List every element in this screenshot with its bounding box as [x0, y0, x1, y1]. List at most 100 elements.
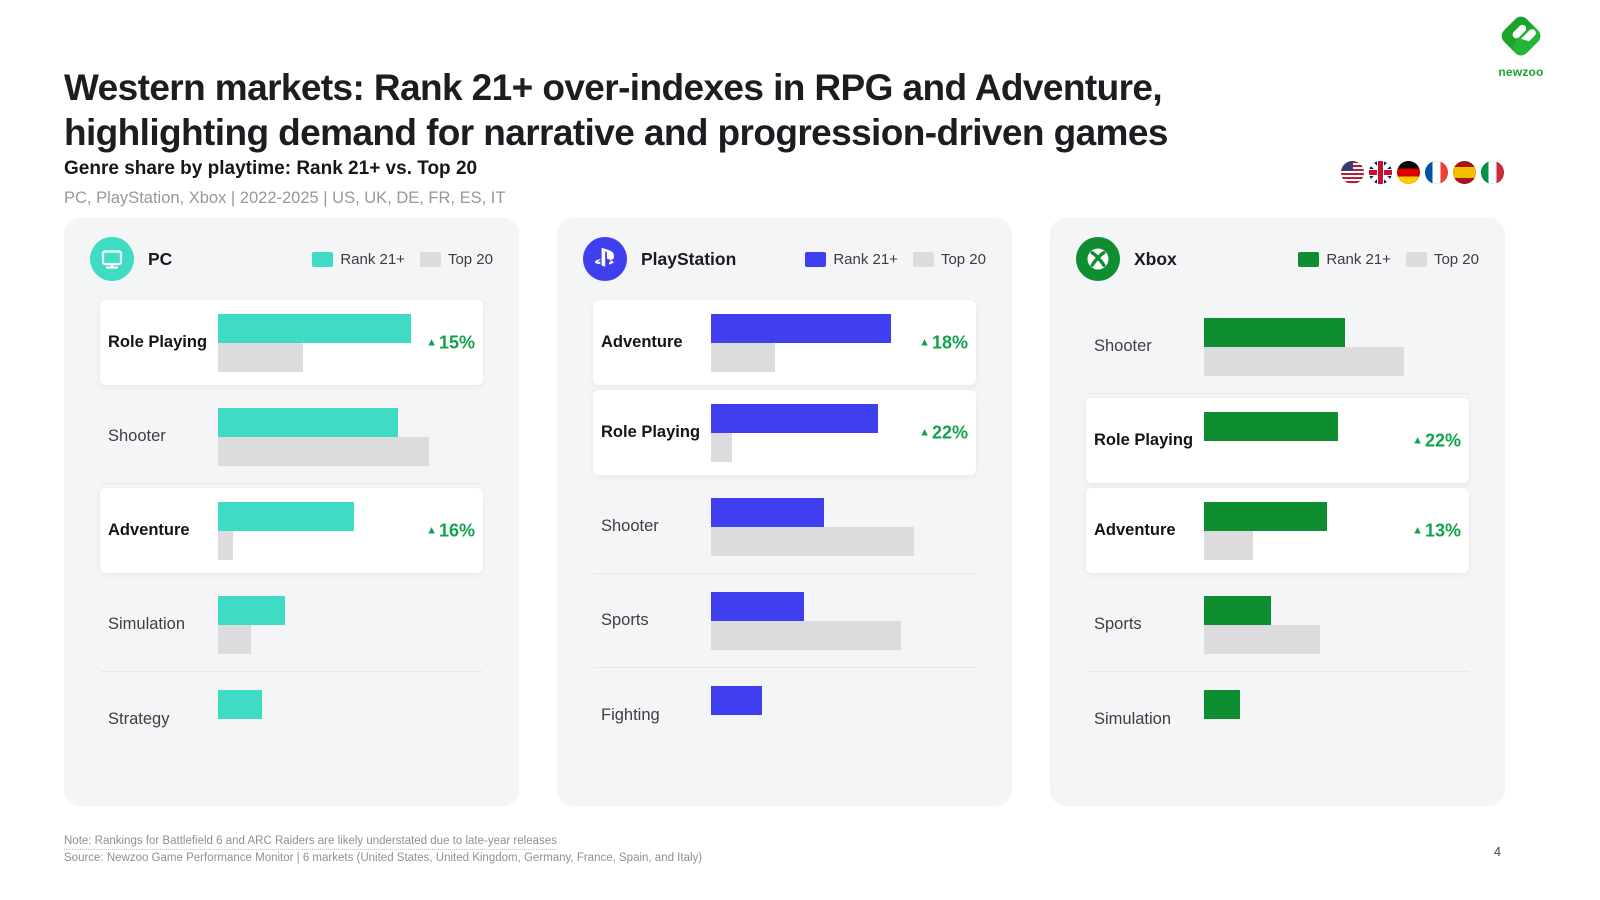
delta-badge: ▲ 22%: [1412, 430, 1461, 450]
genre-label: Shooter: [601, 517, 659, 535]
platform-name: Xbox: [1134, 248, 1177, 269]
legend-rank21: Rank 21+: [312, 251, 405, 268]
delta-badge: ▲ 16%: [426, 520, 475, 540]
genre-label: Role Playing: [108, 333, 208, 351]
top20-swatch: [1405, 251, 1427, 267]
bar-group: [711, 591, 968, 650]
top20-bar: [711, 342, 776, 372]
delta-badge: ▲ 18%: [919, 332, 968, 352]
bar-group: [218, 595, 475, 654]
rank21-bar: [711, 591, 804, 621]
legend-top20-label: Top 20: [1433, 250, 1479, 268]
genre-label: Adventure: [108, 521, 190, 539]
newzoo-logo-icon: [1501, 16, 1541, 56]
genre-row-simulation: Simulation: [100, 578, 483, 672]
top20-bar: [218, 436, 429, 466]
top20-bar: [218, 530, 234, 560]
platform-name: PlayStation: [641, 248, 737, 269]
xbox-icon: [1076, 237, 1120, 281]
up-triangle-icon: ▲: [1412, 434, 1423, 447]
rank21-bar: [218, 313, 411, 343]
genre-row-adventure: Adventure ▲ 16%: [100, 488, 483, 573]
page-title-line1: Western markets: Rank 21+ over-indexes i…: [64, 66, 1163, 108]
panel-playstation: PlayStation Rank 21+ Top 20 Adventure ▲ 18…: [557, 218, 1012, 806]
bar-group: [218, 313, 475, 372]
legend-top20-label: Top 20: [447, 250, 493, 268]
panel-pc-header: PC Rank 21+ Top 20: [90, 236, 493, 282]
source-text: Source: Newzoo Game Performance Monitor …: [64, 852, 703, 864]
bar-group: [711, 313, 968, 372]
us-flag-icon: [1341, 161, 1364, 184]
panel-xbox-rows: Shooter Role Playing ▲ 22% Adventure ▲ 13% Spor…: [1086, 300, 1469, 766]
legend-rank21: Rank 21+: [805, 251, 898, 268]
rank21-bar: [218, 595, 285, 625]
rank21-bar: [218, 690, 262, 719]
genre-row-shooter: Shooter: [593, 480, 976, 574]
legend-rank21-label: Rank 21+: [833, 250, 898, 268]
panel-xbox-header: Xbox Rank 21+ Top 20: [1076, 236, 1479, 282]
genre-row-shooter: Shooter: [1086, 300, 1469, 394]
top20-bar: [1204, 530, 1253, 560]
genre-row-sports: Sports: [1086, 578, 1469, 672]
genre-row-adventure: Adventure ▲ 13%: [1086, 488, 1469, 573]
legend: Rank 21+ Top 20: [805, 251, 986, 268]
legend: Rank 21+ Top 20: [1298, 251, 1479, 268]
uk-flag-icon: [1369, 161, 1392, 184]
es-flag-icon: [1453, 161, 1476, 184]
panel-pc: PC Rank 21+ Top 20 Role Playing ▲ 15% Shoot…: [64, 218, 519, 806]
genre-label: Shooter: [1094, 337, 1152, 355]
platform-panels: PC Rank 21+ Top 20 Role Playing ▲ 15% Shoot…: [64, 218, 1505, 806]
panel-playstation-header: PlayStation Rank 21+ Top 20: [583, 236, 986, 282]
platform-name: PC: [148, 248, 173, 269]
market-flags: [1341, 161, 1504, 184]
bar-group: [1204, 501, 1461, 560]
bar-group: [711, 403, 968, 462]
top20-bar: [218, 624, 252, 654]
panel-pc-rows: Role Playing ▲ 15% Shooter Adventure ▲ 16% Simu…: [100, 300, 483, 766]
rank21-bar: [1204, 411, 1338, 441]
rank21-bar: [1204, 317, 1346, 347]
genre-label: Sports: [1094, 615, 1142, 633]
fr-flag-icon: [1425, 161, 1448, 184]
footnotes: Note: Rankings for Battlefield 6 and ARC…: [64, 833, 702, 866]
chart-title: Genre share by playtime: Rank 21+ vs. To…: [64, 158, 478, 179]
genre-label: Role Playing: [601, 423, 701, 441]
pc-icon: [90, 237, 134, 281]
bar-group: [711, 497, 968, 556]
up-triangle-icon: ▲: [426, 524, 437, 537]
legend-rank21: Rank 21+: [1298, 251, 1391, 268]
up-triangle-icon: ▲: [1412, 524, 1423, 537]
legend: Rank 21+ Top 20: [312, 251, 493, 268]
bar-group: [1204, 595, 1461, 654]
rank21-bar: [1204, 501, 1328, 531]
page-title: Western markets: Rank 21+ over-indexes i…: [64, 65, 1354, 155]
top20-bar: [711, 620, 902, 650]
genre-label: Fighting: [601, 705, 660, 724]
legend-rank21-label: Rank 21+: [1326, 250, 1391, 268]
rank21-bar: [711, 686, 763, 715]
playstation-icon: [583, 237, 627, 281]
top20-bar: [218, 342, 303, 372]
bar-group: [1204, 690, 1461, 748]
it-flag-icon: [1481, 161, 1504, 184]
genre-row-role-playing: Role Playing ▲ 22%: [1086, 398, 1469, 483]
delta-badge: ▲ 15%: [426, 332, 475, 352]
legend-top20: Top 20: [1405, 250, 1479, 268]
genre-label: Simulation: [108, 615, 186, 633]
legend-top20-label: Top 20: [940, 250, 986, 268]
rank21-bar: [711, 313, 891, 343]
top20-bar: [1204, 346, 1405, 376]
top20-swatch: [419, 251, 441, 267]
genre-row-role-playing: Role Playing ▲ 15%: [100, 300, 483, 385]
rank21-bar: [218, 407, 398, 437]
genre-label: Strategy: [108, 709, 170, 728]
genre-label: Adventure: [601, 333, 683, 351]
panel-xbox: Xbox Rank 21+ Top 20 Shooter Role Playing…: [1050, 218, 1505, 806]
page-title-line2: highlighting demand for narrative and pr…: [64, 111, 1168, 153]
bar-group: [218, 407, 475, 466]
bar-group: [218, 690, 475, 748]
up-triangle-icon: ▲: [426, 336, 437, 349]
de-flag-icon: [1397, 161, 1420, 184]
genre-label: Simulation: [1094, 709, 1172, 728]
legend-rank21-label: Rank 21+: [340, 250, 405, 268]
